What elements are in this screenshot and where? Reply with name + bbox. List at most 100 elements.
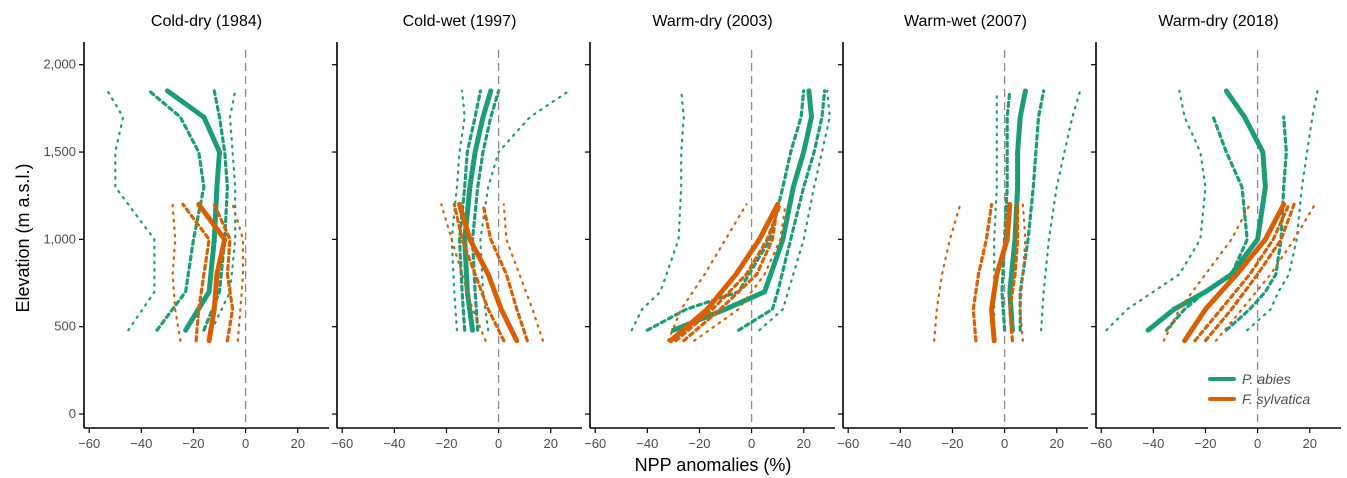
x-tick-label: −60: [584, 436, 606, 451]
panel-title: Cold-dry (1984): [151, 13, 262, 30]
series-line-q95: [1019, 203, 1027, 342]
x-tick-label: −40: [130, 436, 152, 451]
series-line-q25: [452, 202, 506, 343]
series-line-mean: [457, 201, 520, 344]
series-line-q75: [1203, 202, 1296, 343]
series-line-q75: [682, 202, 780, 343]
legend: P. abies F. sylvatica: [1208, 371, 1310, 407]
series-p-abies: [630, 88, 831, 333]
series-line-q75: [1018, 89, 1046, 332]
series-line-q05: [450, 89, 466, 332]
series-line-q75: [212, 202, 235, 343]
series-line-q25: [971, 202, 994, 343]
x-tick-label: 20: [1049, 436, 1063, 451]
series-line-mean: [1182, 201, 1287, 344]
series-line-q75: [1008, 202, 1020, 343]
series-line-q75: [202, 89, 229, 332]
panel-3: Warm-dry (2003) −60 −40 −20 0 20: [584, 13, 835, 451]
panel-title: Warm-dry (2018): [1158, 13, 1278, 30]
panels: Cold-dry (1984) 0 500 1,000 1,500 2,000 −60 −40…: [43, 13, 1341, 451]
x-tick-label: −40: [1142, 436, 1164, 451]
y-tick-label: 1,000: [43, 231, 76, 246]
series-line-q95: [693, 203, 787, 342]
series-line-q05: [1105, 89, 1207, 332]
series-line-q75: [736, 89, 827, 332]
x-tick-label: −40: [636, 436, 658, 451]
series-line-mean: [1145, 88, 1268, 333]
y-tick-label: 0: [69, 406, 76, 421]
x-tick-label: 0: [242, 436, 249, 451]
series-line-q05: [440, 203, 487, 342]
series-line-q75: [481, 202, 529, 343]
x-tick-label: −60: [837, 436, 859, 451]
series-f-sylvatica: [933, 201, 1027, 344]
series-line-q25: [457, 89, 482, 332]
x-tick-label: −60: [78, 436, 100, 451]
x-tick-label: −40: [889, 436, 911, 451]
series-line-q25: [674, 202, 782, 343]
x-tick-label: 20: [796, 436, 810, 451]
series-f-sylvatica: [1162, 201, 1317, 344]
series-line-q05: [1162, 203, 1251, 342]
x-tick-label: 20: [543, 436, 557, 451]
x-tick-label: 0: [495, 436, 502, 451]
series-p-abies: [1105, 88, 1319, 333]
series-line-mean: [670, 88, 814, 333]
series-line-mean: [989, 201, 1013, 344]
series-p-abies: [106, 88, 237, 333]
series-p-abies: [450, 88, 571, 333]
series-line-q95: [502, 203, 545, 342]
x-tick-label: −20: [435, 436, 457, 451]
series-line-q05: [171, 203, 182, 342]
series-line-mean: [1007, 88, 1028, 333]
series-line-q25: [1000, 89, 1012, 332]
panel-5: Warm-dry (2018) −60 −40 −20 0 20: [1090, 13, 1341, 451]
x-tick-label: 20: [1302, 436, 1316, 451]
x-tick-label: −40: [383, 436, 405, 451]
series-line-q95: [1214, 203, 1317, 342]
panel-title: Warm-dry (2003): [652, 13, 772, 30]
x-tick-label: 0: [1254, 436, 1261, 451]
series-line-q95: [210, 89, 237, 332]
panel-4: Warm-wet (2007) −60 −40 −20 0 20: [837, 13, 1088, 451]
x-tick-label: −60: [1090, 436, 1112, 451]
series-line-q95: [1246, 89, 1319, 332]
series-line-q25: [147, 89, 206, 332]
series-line-q05: [933, 203, 962, 342]
series-f-sylvatica: [667, 201, 787, 344]
y-axis-label: Elevation (m a.s.l.): [13, 163, 33, 312]
x-tick-label: −20: [941, 436, 963, 451]
panel-2: Cold-wet (1997) −60 −40 −20 0 20: [331, 13, 582, 451]
panel-title: Warm-wet (2007): [904, 13, 1027, 30]
x-tick-label: 0: [1001, 436, 1008, 451]
y-tick-label: 500: [54, 319, 76, 334]
series-line-q25: [1164, 115, 1249, 332]
x-axis-label: NPP anomalies (%): [635, 455, 792, 475]
series-line-q05: [630, 89, 685, 332]
x-tick-label: −20: [182, 436, 204, 451]
x-tick-label: 0: [748, 436, 755, 451]
legend-label-p-abies: P. abies: [1242, 371, 1291, 387]
x-tick-label: −20: [1194, 436, 1216, 451]
series-line-q75: [470, 89, 501, 332]
series-line-q95: [479, 89, 571, 332]
series-line-q05: [667, 203, 748, 342]
series-line-q05: [106, 89, 156, 332]
y-tick-label: 1,500: [43, 144, 76, 159]
series-f-sylvatica: [440, 201, 545, 344]
series-line-q75: [1224, 115, 1288, 332]
legend-label-f-sylvatica: F. sylvatica: [1242, 391, 1310, 407]
x-tick-label: −20: [688, 436, 710, 451]
x-tick-label: −60: [331, 436, 353, 451]
series-line-mean: [462, 88, 494, 333]
x-tick-label: 20: [290, 436, 304, 451]
series-line-mean: [196, 201, 228, 344]
series-line-q25: [1193, 202, 1291, 343]
series-f-sylvatica: [171, 201, 245, 344]
panel-title: Cold-wet (1997): [403, 13, 517, 30]
series-line-q25: [181, 202, 211, 343]
series-line-q95: [1039, 89, 1082, 332]
y-tick-label: 2,000: [43, 57, 76, 72]
series-line-mean: [164, 88, 222, 333]
